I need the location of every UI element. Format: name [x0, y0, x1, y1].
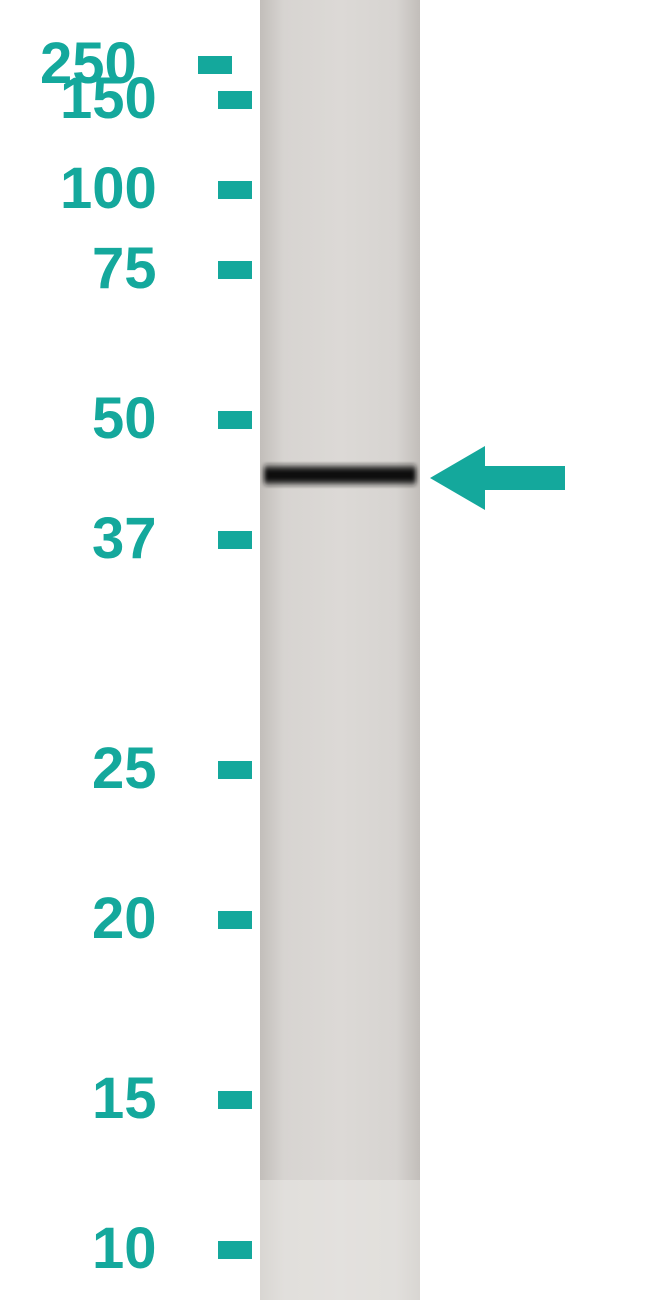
marker-tick-250	[198, 56, 232, 74]
marker-tick-75	[218, 261, 252, 279]
blot-lane	[260, 0, 420, 1300]
arrow-icon	[430, 438, 570, 518]
marker-tick-150	[218, 91, 252, 109]
marker-label-75: 75	[92, 235, 157, 302]
marker-label-50: 50	[92, 385, 157, 452]
marker-label-10: 10	[92, 1215, 157, 1282]
lane-background	[260, 0, 420, 1300]
marker-tick-37	[218, 531, 252, 549]
band-indicator-arrow	[430, 438, 570, 518]
marker-label-15: 15	[92, 1065, 157, 1132]
marker-tick-50	[218, 411, 252, 429]
protein-band	[260, 460, 420, 492]
western-blot-container: 25015010075503725201510	[0, 0, 650, 1300]
marker-label-20: 20	[92, 885, 157, 952]
marker-tick-10	[218, 1241, 252, 1259]
marker-tick-20	[218, 911, 252, 929]
marker-tick-15	[218, 1091, 252, 1109]
marker-label-150: 150	[60, 65, 157, 132]
marker-label-37: 37	[92, 505, 157, 572]
marker-tick-25	[218, 761, 252, 779]
marker-label-100: 100	[60, 155, 157, 222]
marker-tick-100	[218, 181, 252, 199]
marker-label-25: 25	[92, 735, 157, 802]
